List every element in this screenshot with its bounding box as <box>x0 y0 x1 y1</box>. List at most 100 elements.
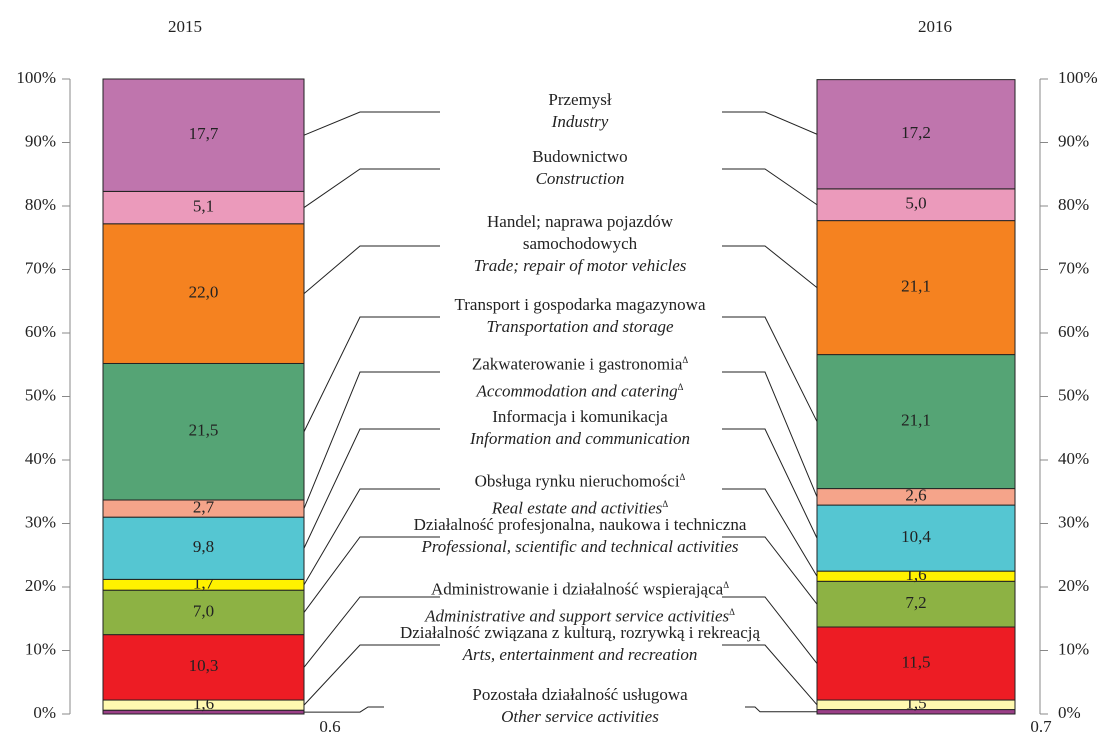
bar-segment <box>816 79 1016 190</box>
leader-line <box>722 596 818 664</box>
y-tick-label: 100% <box>16 68 56 87</box>
data-label: 7,0 <box>193 601 214 620</box>
y2-tick-label: 80% <box>1058 195 1089 214</box>
data-label: 9,8 <box>193 537 214 556</box>
bar-segment <box>816 220 1016 356</box>
data-label: 5,0 <box>905 194 926 213</box>
series-label: Handel; naprawa pojazdów samochodowych Tr… <box>350 211 810 277</box>
note-mark: Δ <box>729 606 735 617</box>
leader-line <box>722 488 818 577</box>
series-name-en: Trade; repair of motor vehicles <box>473 256 687 275</box>
bar-segment <box>102 78 305 192</box>
data-label: 17,2 <box>901 123 931 142</box>
series-label: Pozostała działalność usługowa Other serv… <box>350 684 810 728</box>
series-label: Informacja i komunikacja Information and … <box>350 406 810 450</box>
series-name: Zakwaterowanie i gastronomia <box>471 354 683 374</box>
y-tick-label: 20% <box>25 576 56 595</box>
bar-segment <box>102 516 305 580</box>
y2-tick-label: 30% <box>1058 512 1089 531</box>
leader-line <box>303 488 440 586</box>
data-label: 22,0 <box>189 283 219 302</box>
data-label: 0.7 <box>1030 717 1052 736</box>
y2-tick-label: 50% <box>1058 385 1089 404</box>
y2-tick-label: 40% <box>1058 449 1089 468</box>
series-label: Działalność profesjonalna, naukowa i tec… <box>350 514 810 558</box>
bar-segment <box>816 354 1016 490</box>
y-tick-label: 10% <box>25 639 56 658</box>
y-tick-label: 40% <box>25 449 56 468</box>
y-tick-label: 80% <box>25 195 56 214</box>
leader-line <box>303 428 440 549</box>
leader-line <box>303 168 440 208</box>
series-name-en: Accommodation and catering <box>476 381 678 401</box>
leader-line <box>722 428 818 539</box>
leader-line <box>722 245 818 288</box>
leader-line <box>722 536 818 605</box>
leader-line <box>722 644 818 706</box>
data-label: 2,6 <box>905 486 926 505</box>
leader-line <box>303 316 440 432</box>
y2-tick-label: 100% <box>1058 68 1098 87</box>
series-label: Transport i gospodarka magazynowa Transpo… <box>350 294 810 338</box>
series-label: Działalność związana z kulturą, rozrywką… <box>350 622 810 666</box>
bar-segment <box>102 362 305 501</box>
bar-segment <box>102 223 305 364</box>
series-name-en: Arts, entertainment and recreation <box>462 645 698 664</box>
series-name-en: Administrative and support service activ… <box>425 606 730 626</box>
note-mark: Δ <box>677 381 684 392</box>
leader-line <box>303 536 440 613</box>
note-mark: Δ <box>723 580 729 590</box>
y2-tick-label: 70% <box>1058 258 1089 277</box>
series-label: Zakwaterowanie i gastronomia Δ Accommodati… <box>350 349 810 402</box>
leader-line <box>722 111 818 135</box>
bar-segment <box>102 190 305 225</box>
series-name: Administrowanie i działalność wspierając… <box>430 579 724 599</box>
leader-line <box>722 316 818 422</box>
leader-line <box>303 111 440 136</box>
leader-line <box>303 371 440 509</box>
series-name: Działalność związana z kulturą, rozrywką… <box>399 623 761 642</box>
series-name: Budownictwo <box>532 147 628 166</box>
series-name-en: Information and communication <box>469 429 691 448</box>
leader-line <box>303 596 440 668</box>
data-label: 10,4 <box>901 527 931 546</box>
y2-tick-label: 0% <box>1058 703 1081 722</box>
series-name-en: Industry <box>551 112 609 131</box>
series-name: Transport i gospodarka magazynowa <box>454 295 706 314</box>
note-mark: Δ <box>679 472 686 482</box>
series-name-en: Real estate and activities <box>491 498 663 518</box>
series-label: Administrowanie i działalność wspierając… <box>350 574 810 627</box>
data-label: 7,2 <box>905 593 926 612</box>
y2-tick-label: 90% <box>1058 131 1089 150</box>
y-tick-label: 50% <box>25 385 56 404</box>
series-name: Obsługa rynku nieruchomości <box>474 471 680 491</box>
series-name: Pozostała działalność usługowa <box>472 685 688 704</box>
leader-line <box>745 706 817 713</box>
bar-segment <box>102 589 305 636</box>
data-label: 21,1 <box>901 277 931 296</box>
category-label: 2016 <box>918 17 952 36</box>
data-label: 2,7 <box>193 497 215 516</box>
leader-line <box>722 371 818 498</box>
series-name-en: Professional, scientific and technical a… <box>421 537 739 556</box>
y-tick-label: 30% <box>25 512 56 531</box>
series-name-en: Transportation and storage <box>486 317 674 336</box>
series-name: Przemysł <box>548 90 612 109</box>
data-label: 21,1 <box>901 410 931 429</box>
series-name: Działalność profesjonalna, naukowa i tec… <box>413 515 747 534</box>
bar-segment <box>816 504 1016 572</box>
leader-line <box>722 168 818 206</box>
data-label: 5,1 <box>193 196 214 215</box>
data-label: 11,5 <box>901 652 930 671</box>
leader-line <box>303 245 440 295</box>
series-name-en: Other service activities <box>501 707 659 726</box>
y-tick-label: 60% <box>25 322 56 341</box>
y-tick-label: 90% <box>25 131 56 150</box>
leader-line <box>304 706 384 713</box>
series-label: Przemysł Industry <box>350 89 810 133</box>
leader-line <box>303 644 440 706</box>
series-label: Budownictwo Construction <box>350 146 810 190</box>
y-tick-label: 70% <box>25 258 56 277</box>
